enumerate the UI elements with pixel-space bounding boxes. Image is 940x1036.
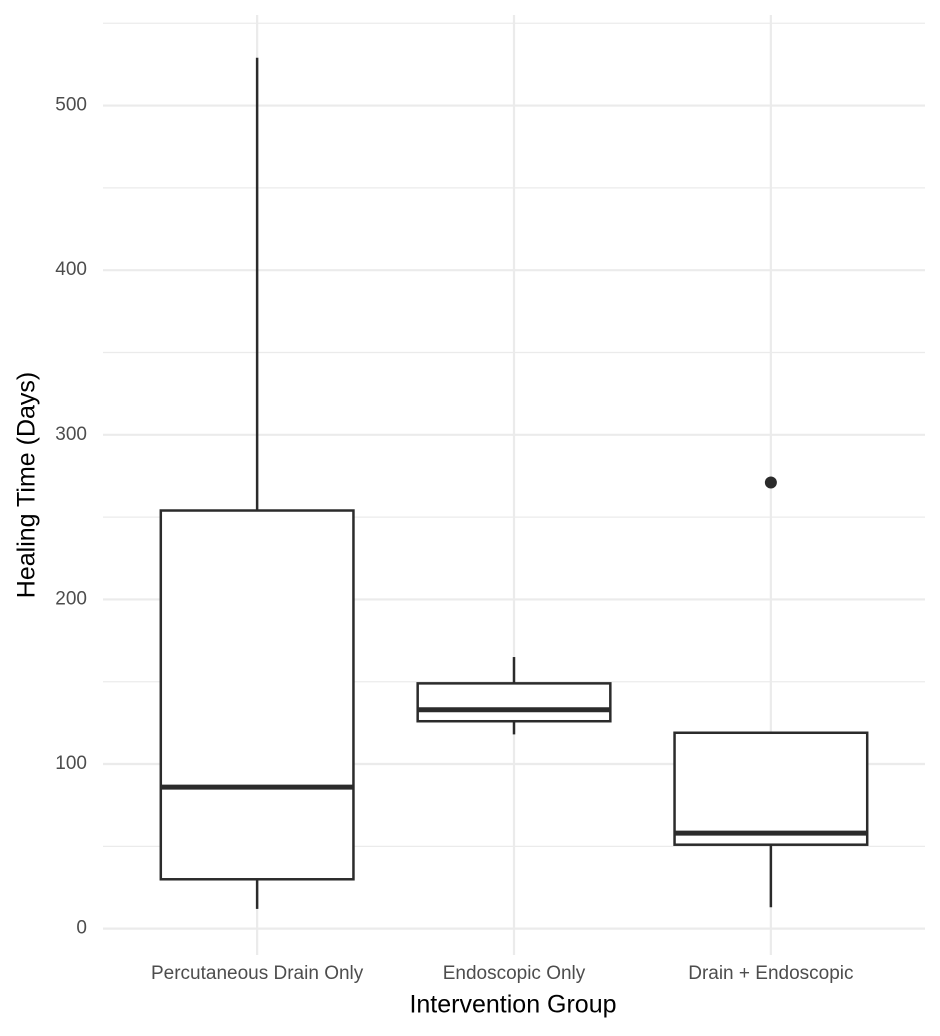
y-tick-label: 100: [55, 753, 87, 774]
x-tick-label: Endoscopic Only: [443, 963, 586, 984]
y-axis-title: Healing Time (Days): [13, 372, 41, 598]
y-tick-label: 0: [76, 918, 87, 939]
x-axis-title: Intervention Group: [409, 991, 616, 1019]
y-tick-label: 500: [55, 95, 87, 116]
box: [673, 731, 869, 846]
box: [416, 682, 612, 723]
x-tick-label: Drain + Endoscopic: [688, 963, 853, 984]
y-tick-label: 400: [55, 259, 87, 280]
box: [159, 509, 355, 881]
y-tick-label: 200: [55, 588, 87, 609]
outlier: [764, 476, 777, 489]
y-tick-label: 300: [55, 424, 87, 445]
x-tick-label: Percutaneous Drain Only: [151, 963, 364, 984]
